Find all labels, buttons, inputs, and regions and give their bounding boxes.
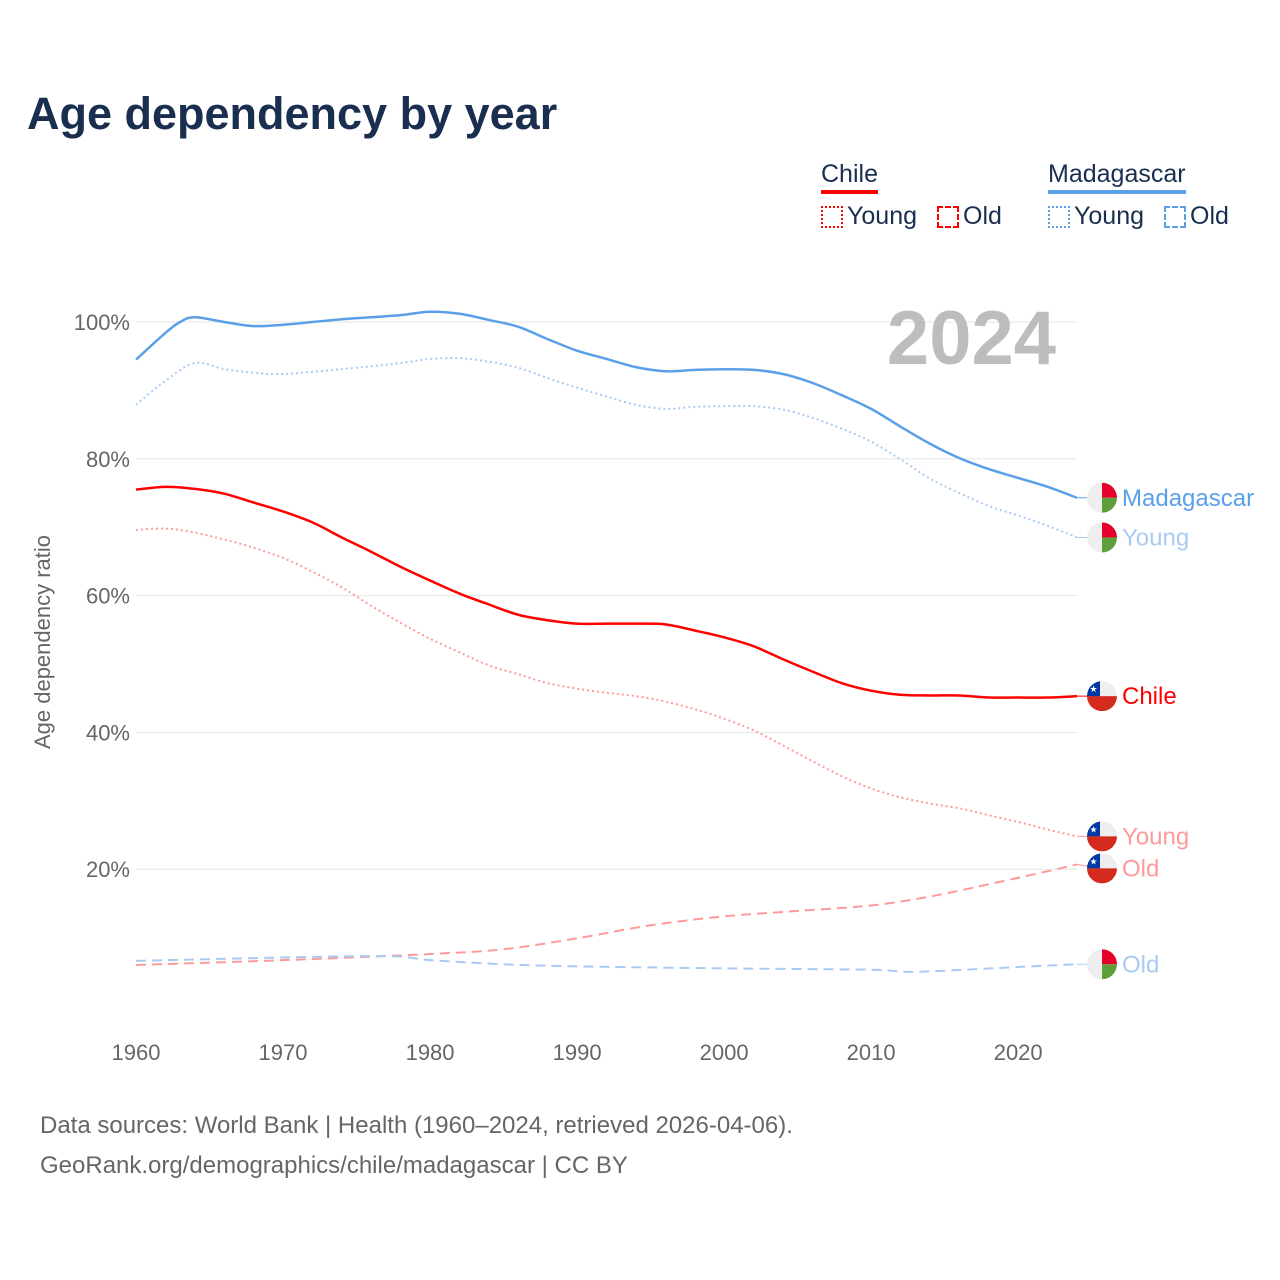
x-tick-label: 1970 [259, 1040, 308, 1065]
legend-chile-label[interactable]: Chile [821, 160, 878, 194]
legend-madagascar-label[interactable]: Madagascar [1048, 160, 1186, 194]
series-end-label: Madagascar [1122, 485, 1254, 512]
flag-body: ★ [1087, 821, 1117, 852]
y-tick-label: 20% [86, 857, 130, 882]
y-tick-label: 40% [86, 720, 130, 745]
dashed-swatch-icon [1164, 205, 1186, 228]
legend-madagascar-young[interactable]: Young [1048, 202, 1144, 231]
x-tick-label: 1990 [553, 1040, 602, 1065]
dashed-swatch-icon [937, 205, 959, 228]
chile-flag-icon: ★ [1087, 853, 1117, 884]
y-tick-label: 80% [86, 447, 130, 472]
flag-green [1102, 537, 1117, 553]
series-line-madagascar [135, 310, 1078, 499]
source-url[interactable]: GeoRank.org/demographics/chile/madagasca… [40, 1152, 628, 1179]
star-icon: ★ [1089, 856, 1097, 866]
flag-body: ★ [1087, 853, 1117, 884]
star-icon: ★ [1089, 824, 1097, 834]
flag-red [1102, 482, 1117, 498]
series-line-chile [135, 485, 1078, 699]
x-tick-label: 1960 [112, 1040, 161, 1065]
legend-label: Young [847, 202, 917, 230]
data-source: Data sources: World Bank | Health (1960–… [40, 1112, 793, 1139]
madagascar-flag-icon [1087, 482, 1117, 513]
flag-red [1087, 868, 1117, 884]
series-end-label: Young [1122, 524, 1189, 551]
chile-flag-icon: ★ [1087, 681, 1117, 712]
legend-madagascar-old[interactable]: Old [1164, 202, 1229, 231]
x-tick-label: 2000 [700, 1040, 749, 1065]
flag-white [1087, 949, 1102, 980]
series-end-label: Old [1122, 951, 1159, 978]
series-line-madagascar-old [135, 955, 1078, 973]
madagascar-flag-icon [1087, 522, 1117, 553]
chart-title: Age dependency by year [27, 88, 558, 139]
x-tick-label: 2010 [847, 1040, 896, 1065]
x-tick-label: 2020 [994, 1040, 1043, 1065]
legend-chile-old[interactable]: Old [937, 202, 1002, 231]
flag-body [1087, 949, 1117, 980]
flag-green [1102, 964, 1117, 980]
dotted-swatch-icon [1048, 205, 1070, 228]
x-tick-label: 1980 [406, 1040, 455, 1065]
y-axis-label: Age dependency ratio [30, 535, 55, 749]
star-icon: ★ [1089, 684, 1097, 694]
flag-body: ★ [1087, 681, 1117, 712]
flag-green [1102, 497, 1117, 513]
flag-red [1087, 836, 1117, 852]
legend-label: Old [1190, 202, 1229, 230]
flag-red [1102, 522, 1117, 538]
legend-label: Old [963, 202, 1002, 230]
legend-madagascar[interactable]: Madagascar Young Old [1048, 160, 1243, 231]
series-end-label: Old [1122, 855, 1159, 882]
footer: Data sources: World Bank | Health (1960–… [40, 1106, 793, 1186]
flag-red [1087, 696, 1117, 712]
madagascar-flag-icon [1087, 949, 1117, 980]
flag-red [1102, 949, 1117, 965]
flag-white [1087, 522, 1102, 553]
flag-white [1087, 482, 1102, 513]
series-end-label: Young [1122, 823, 1189, 850]
flag-body [1087, 482, 1117, 513]
legend-chile[interactable]: Chile Young Old [821, 160, 1016, 231]
flag-body [1087, 522, 1117, 553]
y-tick-label: 60% [86, 584, 130, 609]
chile-flag-icon: ★ [1087, 821, 1117, 852]
y-tick-label: 100% [74, 310, 130, 335]
legend-chile-young[interactable]: Young [821, 202, 917, 231]
series-line-chile-old [135, 863, 1078, 966]
dotted-swatch-icon [821, 205, 843, 228]
series-end-label: Chile [1122, 683, 1177, 710]
series-line-madagascar-young [135, 357, 1078, 539]
year-watermark: 2024 [887, 296, 1056, 381]
series-line-chile-young [135, 527, 1078, 838]
legend-label: Young [1074, 202, 1144, 230]
